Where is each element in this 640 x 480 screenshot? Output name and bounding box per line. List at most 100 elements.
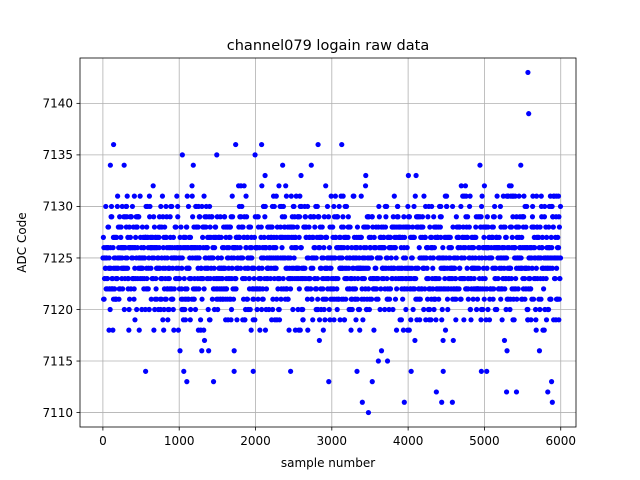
data-point [490, 296, 496, 302]
data-point [330, 224, 336, 230]
data-point [312, 224, 318, 230]
data-point [331, 317, 337, 323]
data-point [310, 317, 316, 323]
data-point [546, 224, 552, 230]
data-point [513, 275, 519, 282]
data-point [147, 203, 153, 210]
data-point [233, 141, 239, 148]
data-point [252, 317, 258, 323]
data-point [128, 214, 134, 220]
data-point [108, 203, 115, 210]
data-point [430, 255, 436, 261]
data-point [390, 306, 396, 313]
data-point [473, 224, 479, 230]
data-point [247, 306, 253, 313]
data-point [179, 265, 185, 271]
data-point [227, 234, 233, 240]
data-point [167, 214, 173, 220]
data-point [170, 296, 176, 302]
data-point [199, 296, 205, 302]
data-point [359, 399, 365, 405]
data-point [314, 275, 321, 282]
data-point [530, 203, 536, 210]
data-point [179, 255, 185, 261]
data-point [182, 306, 188, 313]
data-point [165, 317, 171, 323]
data-point [479, 193, 485, 199]
data-point [409, 255, 415, 261]
data-point [378, 348, 385, 354]
data-point [230, 296, 237, 302]
data-point [474, 296, 481, 302]
data-point [114, 275, 120, 282]
data-point [384, 275, 390, 282]
data-point [457, 224, 463, 230]
data-point [440, 337, 446, 344]
y-tick-label: 7135 [42, 148, 73, 162]
data-point [484, 214, 490, 220]
data-point [438, 203, 444, 210]
data-point [537, 224, 543, 230]
data-point [503, 306, 509, 313]
data-point [498, 296, 504, 302]
data-point [499, 317, 505, 323]
y-tick-label: 7120 [42, 303, 73, 317]
data-point [362, 183, 369, 189]
data-point [151, 214, 157, 220]
data-point [313, 255, 319, 261]
data-point [377, 306, 383, 313]
data-point [393, 327, 400, 333]
data-point [557, 203, 564, 210]
data-point [201, 337, 208, 344]
data-point [341, 245, 347, 251]
data-point [462, 183, 469, 189]
data-point [121, 162, 127, 168]
data-point [120, 286, 126, 292]
data-point [126, 327, 132, 333]
data-point [175, 214, 181, 220]
data-point [187, 317, 193, 323]
data-point [164, 255, 170, 261]
data-point [428, 234, 435, 240]
data-point [270, 296, 276, 302]
data-point [529, 214, 536, 220]
data-point [151, 327, 157, 333]
data-point [230, 214, 236, 220]
data-point [410, 224, 416, 230]
data-point [304, 203, 311, 210]
data-point [401, 234, 408, 240]
data-point [343, 203, 350, 210]
data-point [279, 245, 285, 251]
data-point [245, 234, 251, 240]
data-point [345, 234, 351, 240]
data-point [136, 327, 142, 333]
data-point [200, 234, 206, 240]
data-point [542, 203, 548, 210]
data-points [100, 69, 564, 416]
data-point [431, 245, 438, 251]
data-point [541, 286, 547, 292]
data-point [438, 214, 444, 220]
data-point [528, 286, 534, 292]
data-point [332, 255, 338, 261]
data-point [201, 193, 207, 199]
data-point [200, 275, 206, 282]
data-point [410, 306, 416, 313]
data-point [302, 265, 308, 271]
data-point [228, 306, 235, 313]
data-point [152, 306, 158, 313]
data-point [556, 214, 562, 220]
data-point [557, 255, 564, 261]
data-point [316, 214, 322, 220]
data-point [367, 245, 373, 251]
data-point [286, 327, 292, 333]
data-point [243, 193, 249, 199]
data-point [116, 296, 122, 302]
data-point [231, 255, 237, 261]
data-point [541, 327, 547, 333]
data-point [229, 265, 235, 271]
data-point [386, 296, 393, 302]
data-point [290, 224, 297, 230]
data-point [218, 255, 224, 261]
data-point [223, 286, 230, 292]
